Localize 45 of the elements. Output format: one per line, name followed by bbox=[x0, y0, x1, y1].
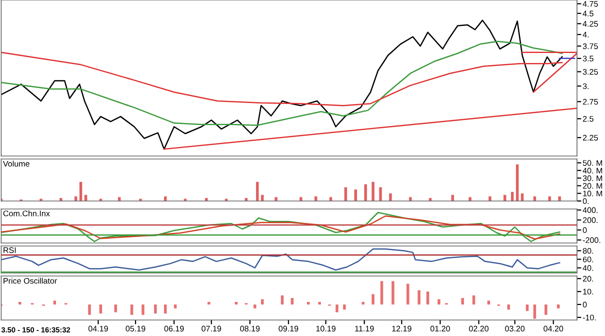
y-tick-label: 3.75 bbox=[582, 43, 598, 50]
y-tick-label: 40. M bbox=[582, 168, 602, 174]
chart-title: Com.Chn.Inx bbox=[3, 210, 50, 216]
x-tick-label: 06.19 bbox=[164, 326, 184, 332]
y-tick-label: 0 bbox=[582, 302, 587, 308]
y-tick-label: 0. bbox=[582, 198, 589, 204]
x-tick-label: 12.19 bbox=[392, 326, 412, 332]
x-tick-label: 04.20 bbox=[544, 326, 564, 332]
y-tick-label: -10. bbox=[582, 314, 596, 320]
chart-title: RSI bbox=[4, 247, 16, 253]
x-tick-label: 10.19 bbox=[316, 326, 336, 332]
y-tick-label: 60. bbox=[582, 256, 594, 262]
x-tick-label: 08.19 bbox=[240, 326, 260, 332]
y-tick-label: 4.25 bbox=[582, 20, 598, 27]
y-tick-label: 30. M bbox=[582, 175, 602, 182]
y-tick-label: 20. bbox=[582, 276, 594, 282]
y-tick-label: 4.75 bbox=[582, 1, 598, 7]
y-tick-label: 40. bbox=[582, 265, 594, 271]
y-tick-label: 400. bbox=[582, 207, 598, 213]
y-tick-label: 0 bbox=[582, 227, 587, 233]
y-tick-label: 3. bbox=[582, 83, 589, 90]
x-tick-label: 09.19 bbox=[278, 326, 298, 332]
y-tick-label: 10. M bbox=[583, 190, 602, 196]
y-tick-label: -200. bbox=[582, 237, 600, 243]
y-tick-label: 4. bbox=[582, 32, 589, 38]
x-tick-label: 01.20 bbox=[430, 326, 450, 332]
x-tick-label: 11.19 bbox=[355, 326, 374, 332]
y-tick-label: 3.25 bbox=[582, 69, 598, 75]
y-tick-label: 3.5 bbox=[582, 56, 594, 62]
y-tick-label: 10. bbox=[583, 288, 594, 295]
x-tick-label: 02.20 bbox=[468, 326, 489, 332]
x-tick-label: 05.19 bbox=[126, 326, 146, 332]
x-tick-label: 03.20 bbox=[505, 326, 525, 332]
chart-title: Volume bbox=[2, 160, 30, 167]
y-tick-label: 2.5 bbox=[582, 116, 594, 122]
y-tick-label: 80. bbox=[582, 248, 594, 254]
y-tick-label: 2.75 bbox=[582, 98, 598, 105]
y-tick-label: 200. bbox=[582, 217, 598, 223]
x-tick-label: 07.19 bbox=[202, 326, 222, 332]
y-tick-label: 50. M bbox=[582, 160, 602, 166]
chart-title: Price Oscillator bbox=[4, 278, 57, 284]
y-tick-label: 4.5 bbox=[582, 10, 594, 16]
y-tick-label: 20. M bbox=[582, 183, 602, 189]
y-tick-label: 2.25 bbox=[582, 134, 598, 141]
x-tick-label: 04.19 bbox=[88, 326, 108, 332]
